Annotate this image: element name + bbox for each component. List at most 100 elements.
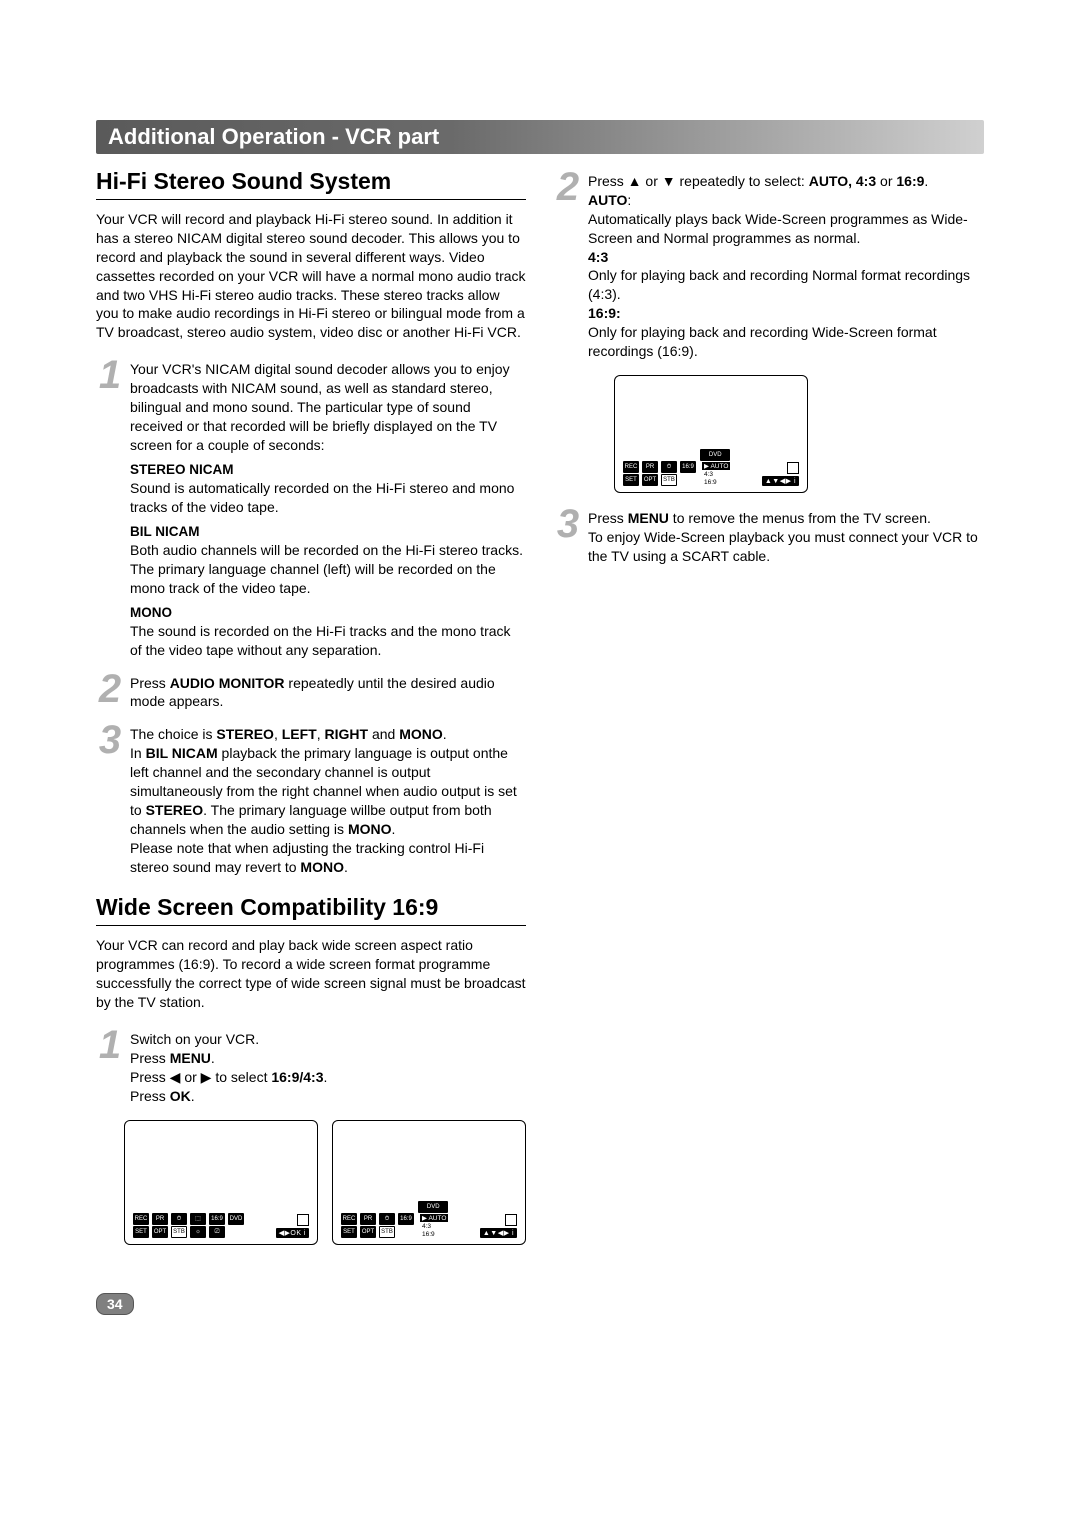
- text: Press ▲ or ▼ repeatedly to select:: [588, 173, 809, 189]
- home-icon: [505, 1214, 517, 1226]
- osd-option-43: 4:3: [420, 1223, 448, 1230]
- bold: RIGHT: [325, 726, 369, 742]
- text: .: [924, 173, 928, 189]
- osd-screen-auto-selected: REC PR ⏱ 16:9 SET OPT STB DVD: [614, 375, 808, 493]
- text: .: [344, 859, 348, 875]
- text: Switch on your VCR.: [130, 1030, 526, 1049]
- bold: MENU: [628, 510, 669, 526]
- mono-heading: MONO: [130, 604, 526, 622]
- mono-text: The sound is recorded on the Hi-Fi track…: [130, 622, 526, 660]
- content-columns: Hi-Fi Stereo Sound System Your VCR will …: [96, 168, 984, 1315]
- text: .: [211, 1050, 215, 1066]
- bold: AUTO, 4:3: [809, 173, 876, 189]
- bold: MENU: [170, 1050, 211, 1066]
- osd-icon-grid: REC PR ⏱ ⬚ 16:9 DVD SET OPT STB ☼ ⎚: [133, 1213, 244, 1238]
- osd-right-icons: ▲▼◀▶ i: [762, 462, 799, 486]
- hifi-step1-text: Your VCR's NICAM digital sound decoder a…: [130, 360, 526, 454]
- osd-screen-select: REC PR ⏱ 16:9 SET OPT STB DVD: [332, 1120, 526, 1245]
- text: to remove the menus from the TV screen.: [669, 510, 931, 526]
- osd-chip: 16:9: [680, 461, 696, 473]
- step-number-icon: 1: [96, 1030, 124, 1106]
- osd-chip: PR: [642, 461, 658, 473]
- bold: MONO: [348, 821, 392, 837]
- text: Press: [130, 1050, 170, 1066]
- text: .: [392, 821, 396, 837]
- text: Press ◀ or ▶ to select: [130, 1069, 271, 1085]
- osd-option-auto: ▶ AUTO: [420, 1214, 448, 1222]
- osd-chip-selected: STB: [171, 1226, 187, 1238]
- hifi-step1-body: Your VCR's NICAM digital sound decoder a…: [130, 360, 526, 659]
- bold: LEFT: [282, 726, 317, 742]
- text: .: [191, 1088, 195, 1104]
- bold: BIL NICAM: [146, 745, 218, 761]
- text: .: [324, 1069, 328, 1085]
- osd-screens-step1: REC PR ⏱ ⬚ 16:9 DVD SET OPT STB ☼ ⎚: [124, 1120, 526, 1245]
- osd-option-list: ▶ AUTO 4:3 16:9: [420, 1214, 448, 1238]
- step-number-icon: 3: [554, 509, 582, 566]
- osd-chip: PR: [152, 1213, 168, 1225]
- osd-option-169: 16:9: [420, 1231, 448, 1238]
- text: Press: [130, 1088, 170, 1104]
- osd-arrows-chip: ◀▶OK i: [276, 1228, 309, 1238]
- osd-screen-menu: REC PR ⏱ ⬚ 16:9 DVD SET OPT STB ☼ ⎚: [124, 1120, 318, 1245]
- hifi-step2-body: Press AUDIO MONITOR repeatedly until the…: [130, 674, 526, 712]
- osd-chip: ⬚: [190, 1213, 206, 1225]
- osd-chip: 16:9: [209, 1213, 225, 1225]
- osd-chip-selected: STB: [379, 1226, 395, 1238]
- osd-chip: PR: [360, 1213, 376, 1225]
- osd-chip: SET: [133, 1226, 149, 1238]
- osd-chip: OPT: [642, 474, 658, 486]
- osd-arrows-chip: ▲▼◀▶ i: [762, 476, 799, 486]
- osd-chip: ⏱: [379, 1213, 395, 1225]
- bold: STEREO: [146, 802, 204, 818]
- stereo-nicam-text: Sound is automatically recorded on the H…: [130, 479, 526, 517]
- stereo-nicam-heading: STEREO NICAM: [130, 461, 526, 479]
- text: .: [443, 726, 447, 742]
- osd-chip: SET: [341, 1226, 357, 1238]
- osd-icon-grid: REC PR ⏱ 16:9 SET OPT STB: [341, 1213, 414, 1238]
- osd-option-43: 4:3: [702, 471, 730, 478]
- hifi-step3-body: The choice is STEREO, LEFT, RIGHT and MO…: [130, 725, 526, 876]
- section-header-bar: Additional Operation - VCR part: [96, 120, 984, 154]
- text: ,: [317, 726, 325, 742]
- wide-title: Wide Screen Compatibility 16:9: [96, 894, 526, 926]
- step-number-icon: 1: [96, 360, 124, 659]
- bold: OK: [170, 1088, 191, 1104]
- wide-step1-body: Switch on your VCR. Press MENU. Press ◀ …: [130, 1030, 526, 1106]
- text: and: [368, 726, 399, 742]
- page-number-badge: 34: [96, 1293, 134, 1315]
- osd-chip: 16:9: [398, 1213, 414, 1225]
- osd-chip: DVD: [228, 1213, 244, 1225]
- hifi-step-3: 3 The choice is STEREO, LEFT, RIGHT and …: [96, 725, 526, 876]
- home-icon: [787, 462, 799, 474]
- osd-chip: ⏱: [661, 461, 677, 473]
- osd-option-auto: ▶ AUTO: [702, 462, 730, 470]
- osd-option-list: ▶ AUTO 4:3 16:9: [702, 462, 730, 486]
- r43-heading: 4:3: [588, 249, 608, 265]
- text: Press: [588, 510, 628, 526]
- text: The choice is: [130, 726, 216, 742]
- wide-step2-body: Press ▲ or ▼ repeatedly to select: AUTO,…: [588, 172, 984, 361]
- auto-heading: AUTO: [588, 192, 627, 208]
- text: Press: [130, 675, 170, 691]
- osd-chip: DVD: [700, 449, 730, 461]
- bold: MONO: [399, 726, 443, 742]
- text: ,: [274, 726, 282, 742]
- osd-chip: OPT: [152, 1226, 168, 1238]
- right-column: 2 Press ▲ or ▼ repeatedly to select: AUT…: [554, 168, 984, 1315]
- step-number-icon: 3: [96, 725, 124, 876]
- osd-right-icons: ◀▶OK i: [276, 1214, 309, 1238]
- osd-chip-selected: STB: [661, 474, 677, 486]
- r43-text: Only for playing back and recording Norm…: [588, 266, 984, 304]
- hifi-step-2: 2 Press AUDIO MONITOR repeatedly until t…: [96, 674, 526, 712]
- osd-chip: ⏱: [171, 1213, 187, 1225]
- bold: MONO: [300, 859, 344, 875]
- wide-intro: Your VCR can record and play back wide s…: [96, 936, 526, 1012]
- wide-step-1: 1 Switch on your VCR. Press MENU. Press …: [96, 1030, 526, 1106]
- auto-text: Automatically plays back Wide-Screen pro…: [588, 210, 984, 248]
- hifi-intro: Your VCR will record and playback Hi-Fi …: [96, 210, 526, 342]
- section-header-title: Additional Operation - VCR part: [108, 124, 439, 149]
- osd-chip: REC: [623, 461, 639, 473]
- audio-monitor-bold: AUDIO MONITOR: [170, 675, 285, 691]
- osd-chip: DVD: [418, 1201, 448, 1213]
